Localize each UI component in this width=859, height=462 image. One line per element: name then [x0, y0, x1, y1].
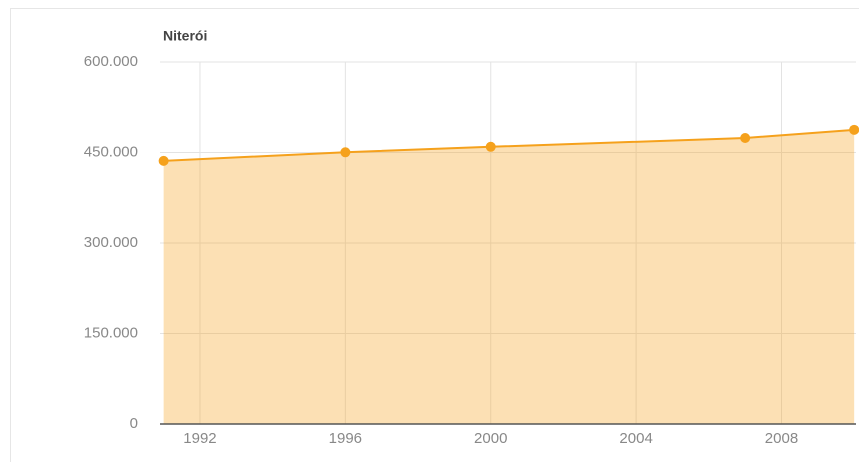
- y-tick-label: 450.000: [84, 143, 138, 160]
- y-tick-label: 0: [130, 415, 138, 432]
- x-tick-label: 2004: [619, 430, 652, 447]
- y-tick-label: 600.000: [84, 53, 138, 70]
- y-tick-label: 150.000: [84, 324, 138, 341]
- y-tick-label: 300.000: [84, 234, 138, 251]
- point: [340, 147, 351, 158]
- x-tick-label: 2008: [765, 430, 798, 447]
- chart-title: Niterói: [163, 28, 207, 44]
- point: [849, 124, 859, 135]
- x-tick-label: 1992: [183, 430, 216, 447]
- point: [740, 133, 751, 144]
- point: [485, 141, 496, 152]
- card-border: [10, 8, 859, 462]
- area: [163, 129, 855, 425]
- point: [158, 155, 169, 166]
- x-tick-label: 1996: [329, 430, 362, 447]
- x-tick-label: 2000: [474, 430, 507, 447]
